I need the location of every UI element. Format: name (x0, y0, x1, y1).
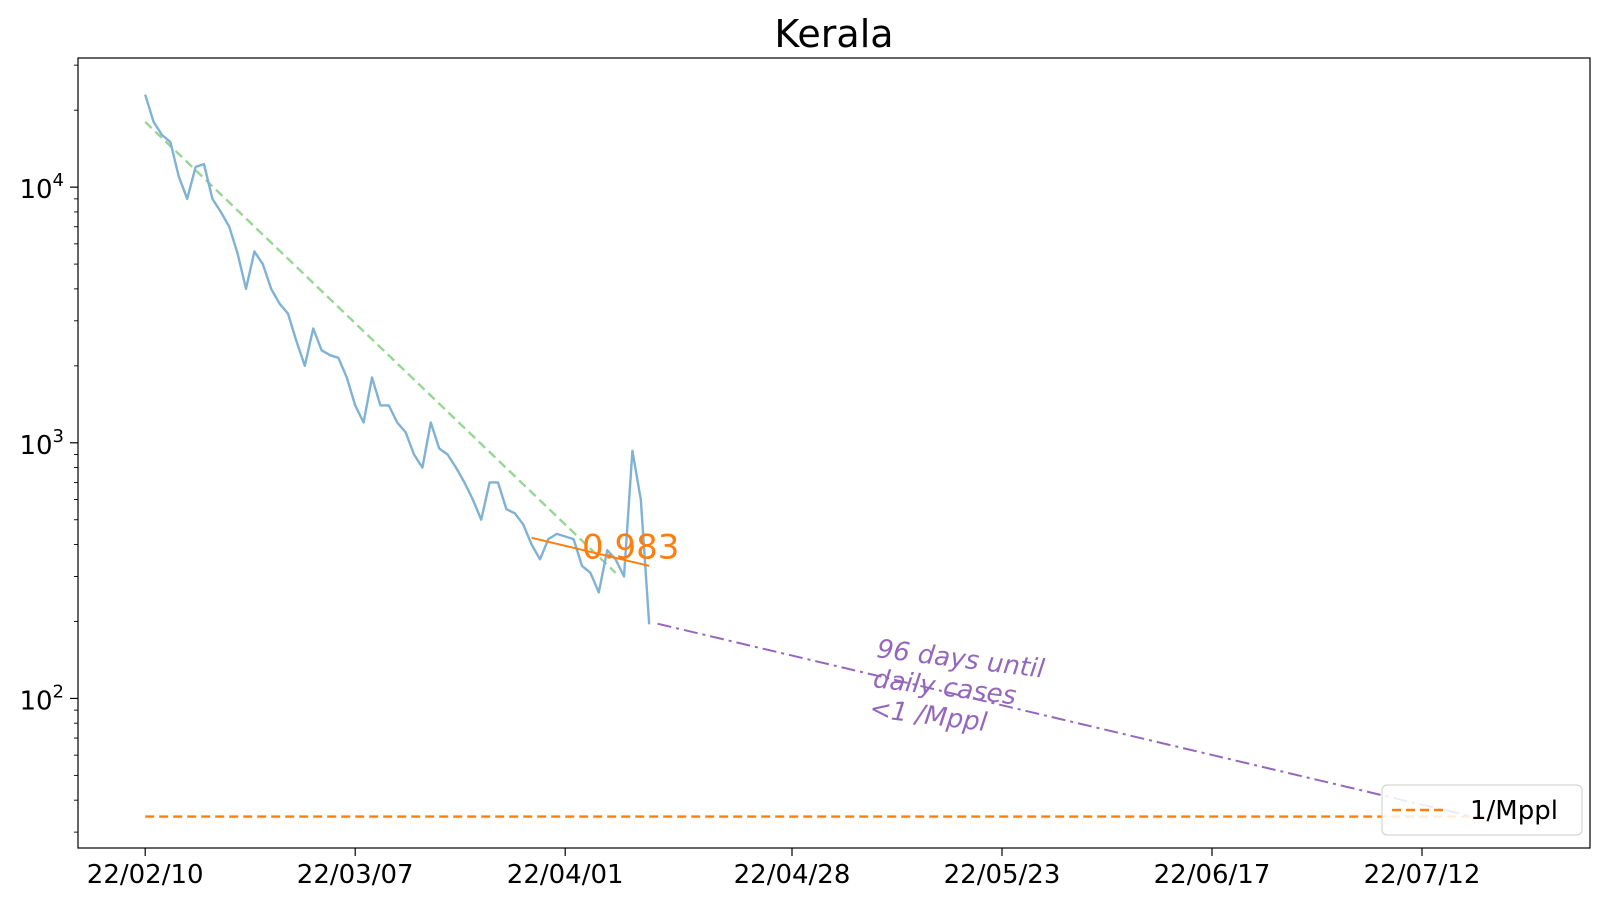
x-tick-label: 22/07/12 (1364, 860, 1481, 890)
legend: 1/Mppl (1381, 784, 1583, 836)
legend-box (1381, 784, 1583, 836)
y-tick-label: 103 (19, 426, 64, 461)
legend-label: 1/Mppl (1470, 796, 1558, 826)
x-tick-label: 22/04/28 (734, 860, 851, 890)
growth-ratio-label: 0.983 (582, 528, 679, 568)
y-tick-label: 102 (19, 681, 64, 716)
chart-title: Kerala (774, 12, 893, 56)
x-tick-label: 22/03/07 (297, 860, 414, 890)
recent-fit-line (531, 536, 650, 567)
x-tick-label: 22/02/10 (87, 860, 204, 890)
daily-cases-line (144, 94, 651, 625)
x-tick-label: 22/05/23 (944, 860, 1061, 890)
ticks-layer: 22/02/10 22/03/07 22/04/01 22/04/28 22/05/23… (19, 64, 1481, 890)
x-tick-label: 22/04/01 (507, 860, 624, 890)
plot-layer (144, 94, 1490, 818)
projection-line (657, 622, 1473, 818)
trend-fit-line (144, 121, 617, 574)
x-tick-label: 22/06/17 (1154, 860, 1271, 890)
y-tick-label: 104 (19, 170, 64, 205)
plot-area (77, 57, 1591, 849)
